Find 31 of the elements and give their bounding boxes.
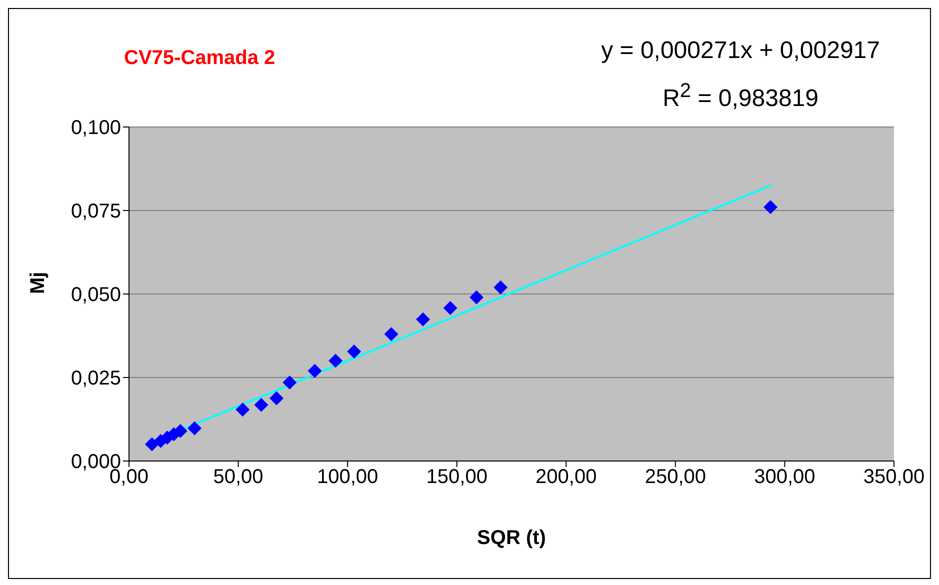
point [443, 301, 458, 316]
x-axis-title: SQR (t) [477, 527, 546, 549]
point [328, 354, 343, 368]
point [188, 421, 202, 436]
y-tick-label: 0,100 [70, 117, 121, 140]
point [470, 290, 484, 304]
text: y = 0,000271x + 0,002917 [601, 37, 880, 64]
point [494, 280, 508, 294]
x-tick-label: 350,00 [863, 466, 925, 488]
point [384, 327, 398, 342]
x-tick-label: 100,00 [316, 466, 378, 488]
x-tick-label: 50,00 [213, 466, 264, 488]
point [347, 344, 362, 358]
point [308, 364, 322, 378]
point [416, 312, 430, 326]
point [764, 200, 778, 214]
y-axis-title: Mj [27, 272, 50, 294]
point [236, 402, 250, 417]
x-tick-label: 150,00 [426, 466, 488, 488]
point [254, 398, 268, 412]
chart-title: CV75-Camada 2 [124, 47, 276, 70]
x-tick-label: 300,00 [754, 466, 816, 488]
y-tick-label: 0,025 [70, 368, 121, 390]
point [144, 437, 159, 452]
y-tick-label: 0,050 [70, 284, 121, 306]
x-tick-label: 250,00 [644, 466, 706, 488]
x-tick-label: 200,00 [536, 466, 597, 488]
y-tick-label: 0,075 [70, 200, 121, 223]
point [282, 376, 297, 390]
text: R$^{2}$ = 0,983819 [662, 80, 818, 112]
point [270, 391, 284, 406]
